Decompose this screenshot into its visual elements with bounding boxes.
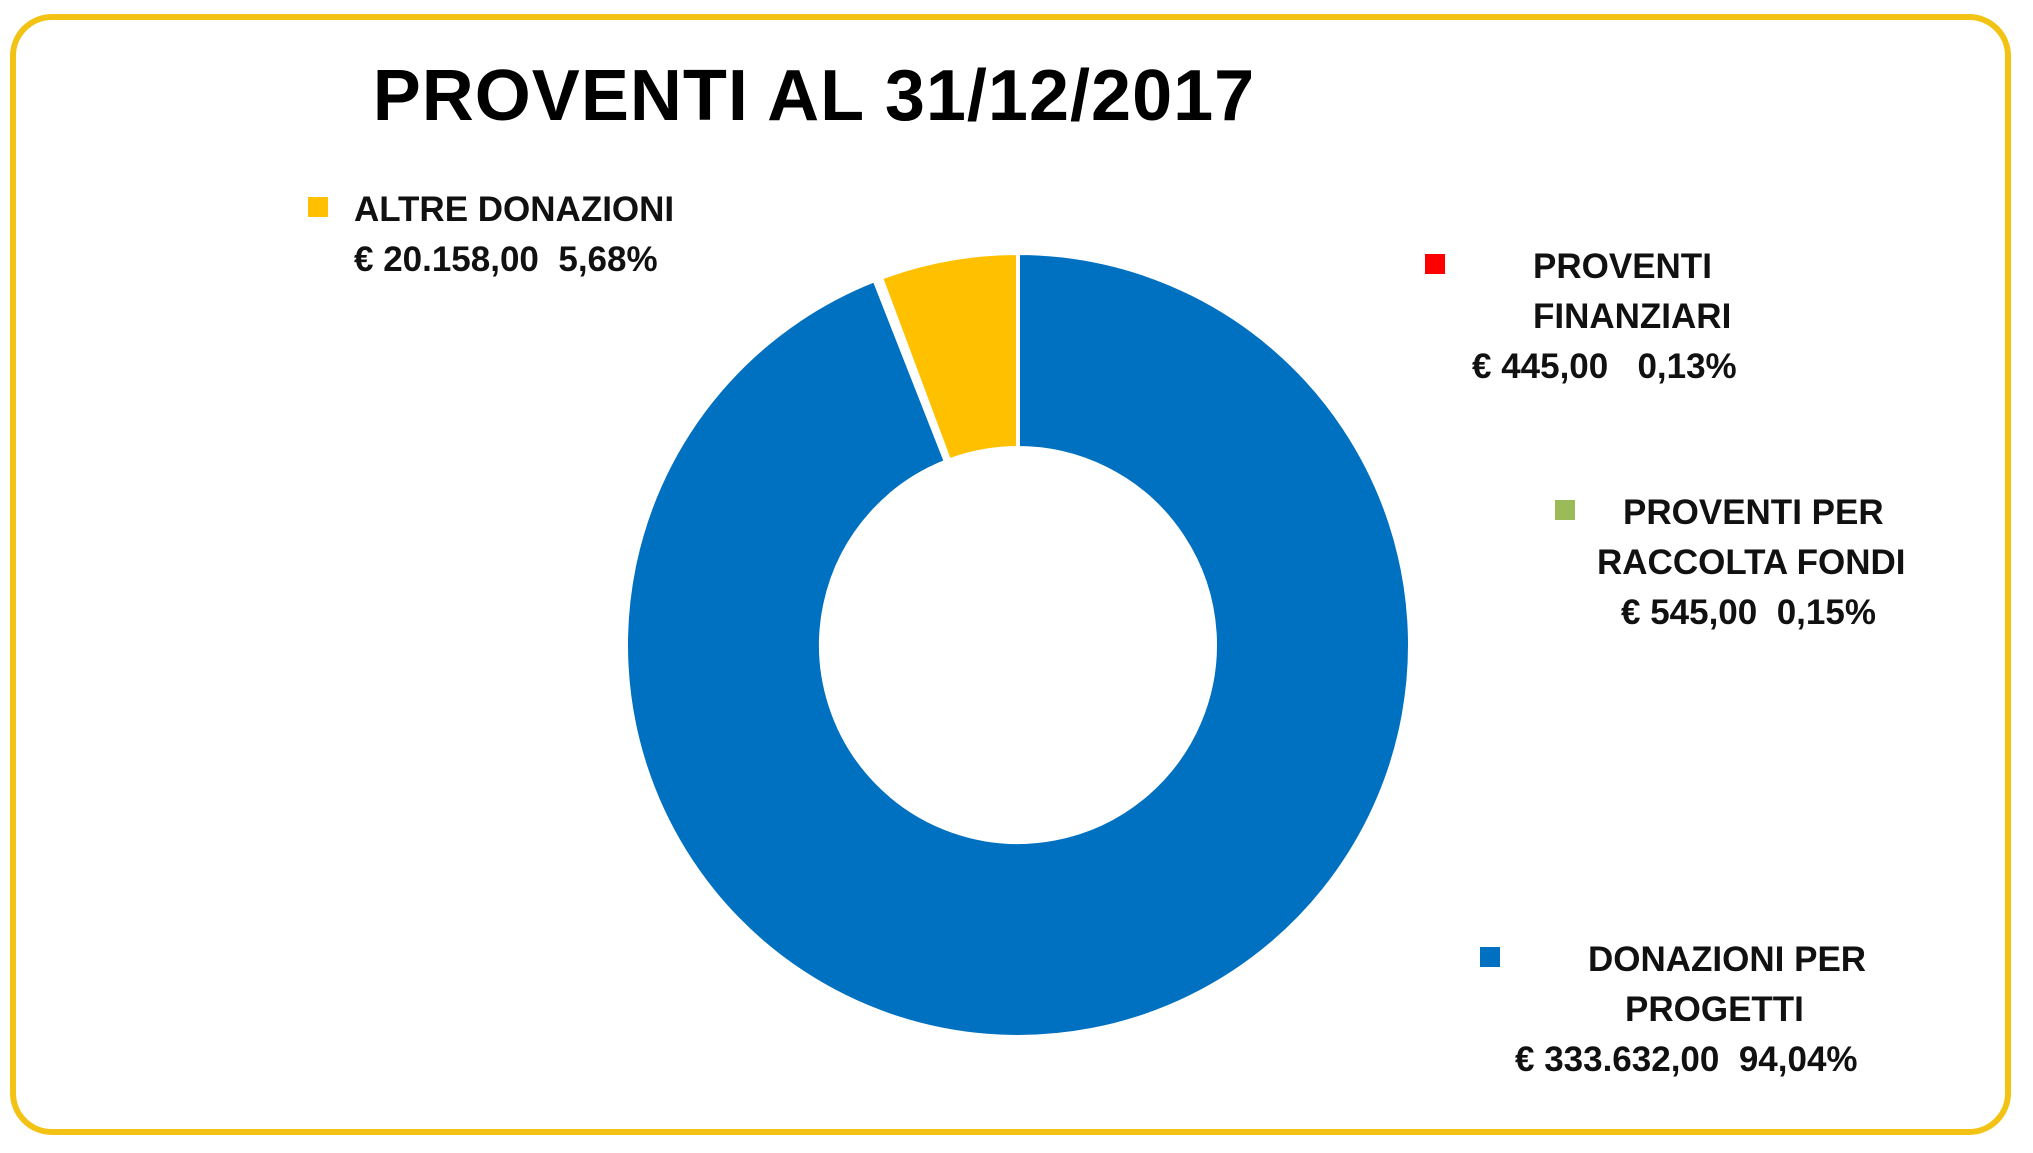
slice-altre [878, 250, 1020, 463]
swatch-finanziari [1425, 254, 1445, 274]
swatch-raccolta [1555, 500, 1575, 520]
label-altre-amount: € 20.158,00 [354, 240, 539, 279]
label-raccolta-name-2: RACCOLTA FONDI [1597, 543, 1906, 582]
label-donazioni-percent: 94,04% [1738, 1040, 1858, 1079]
label-altre-percent: 5,68% [558, 240, 658, 279]
label-proventi-raccolta: PROVENTI PER RACCOLTA FONDI € 545,00 0,1… [1555, 488, 1905, 638]
swatch-altre [308, 197, 328, 217]
label-altre-donazioni: ALTRE DONAZIONI € 20.158,00 5,68% [308, 185, 674, 285]
label-donazioni-progetti: DONAZIONI PER PROGETTI € 333.632,00 94,0… [1480, 935, 1866, 1085]
chart-title: PROVENTI AL 31/12/2017 [372, 56, 1256, 136]
label-raccolta-name-1: PROVENTI PER [1623, 493, 1884, 532]
label-finanziari-name-1: PROVENTI [1533, 247, 1712, 286]
label-donazioni-name-2: PROGETTI [1625, 990, 1804, 1029]
label-finanziari-percent: 0,13% [1637, 347, 1737, 386]
label-raccolta-amount: € 545,00 [1621, 593, 1758, 632]
label-finanziari-name-2: FINANZIARI [1533, 297, 1732, 336]
label-raccolta-percent: 0,15% [1776, 593, 1876, 632]
slice-donazioni [624, 250, 1412, 1039]
label-finanziari-amount: € 445,00 [1472, 347, 1609, 386]
label-altre-name: ALTRE DONAZIONI [354, 190, 675, 229]
label-donazioni-name-1: DONAZIONI PER [1588, 940, 1867, 979]
label-proventi-finanziari: PROVENTI FINANZIARI € 445,00 0,13% [1425, 242, 1737, 392]
label-donazioni-amount: € 333.632,00 [1515, 1040, 1720, 1079]
swatch-donazioni [1480, 947, 1500, 967]
